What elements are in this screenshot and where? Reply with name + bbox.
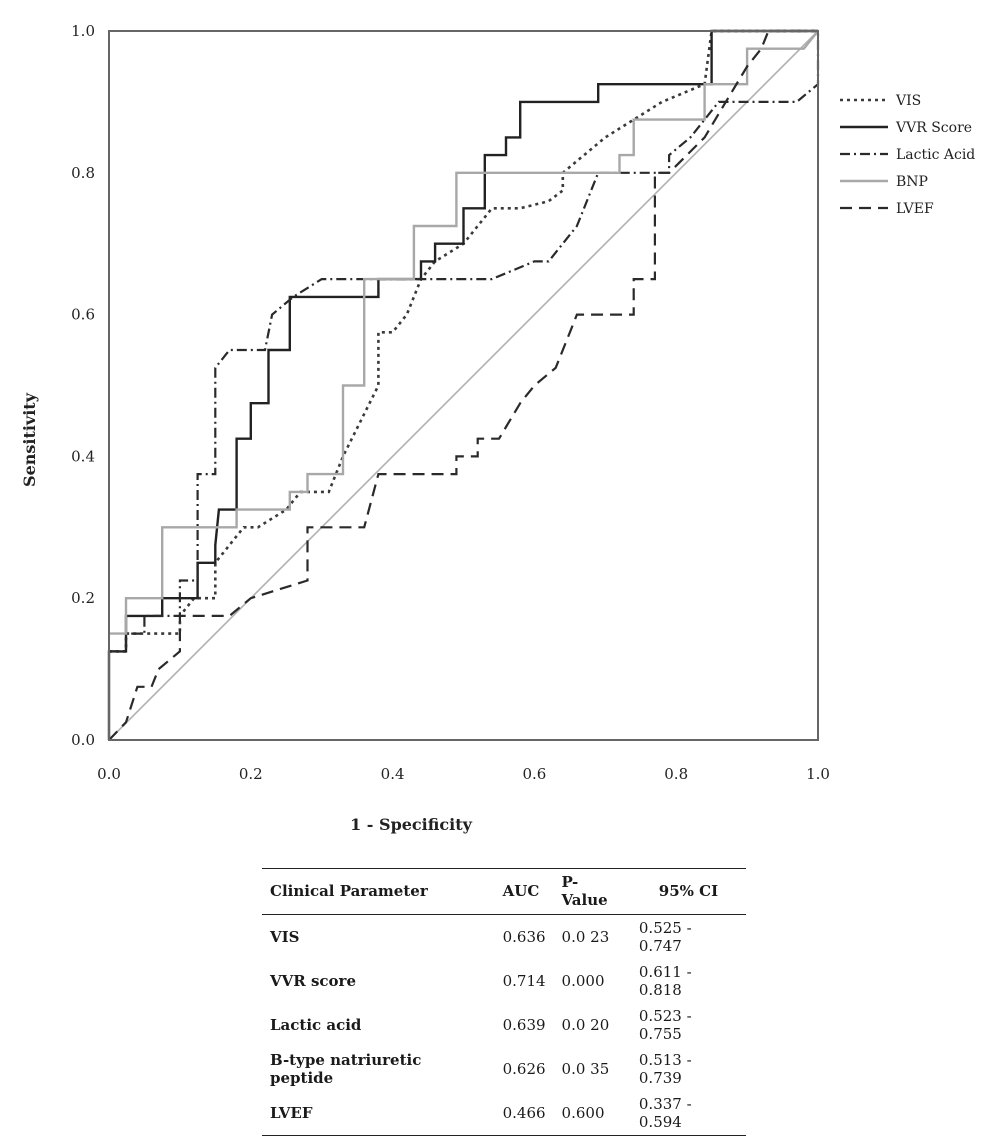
table-row: VVR score 0.714 0.000 0.611 - 0.818	[262, 959, 746, 1003]
y-tick-label: 0.2	[71, 589, 95, 607]
legend-label: LVEF	[896, 201, 934, 217]
reference-diagonal-layer	[108, 30, 819, 741]
series-line-vis	[109, 29, 818, 653]
param-cell: Lactic acid	[270, 1016, 362, 1034]
ci-cell: 0.337 - 0.594	[630, 1091, 746, 1136]
roc-chart: 0.0 0.2 0.4 0.6 0.8 1.0 0.0 0.2 0.4 0.6 0.8 1.0 1 …	[20, 22, 975, 834]
table-header-row: Clinical Parameter AUC P-Value 95% CI	[262, 868, 746, 915]
x-tick-label: 0.2	[239, 765, 263, 783]
auc-cell: 0.466	[494, 1091, 554, 1136]
x-tick-label: 0.0	[97, 765, 121, 783]
legend-label: VVR Score	[895, 120, 972, 136]
x-axis-ticks: 0.0 0.2 0.4 0.6 0.8 1.0	[97, 765, 830, 783]
param-cell: B-type natriuretic peptide	[270, 1051, 422, 1087]
plot-frame	[108, 30, 819, 741]
legend-label: BNP	[896, 174, 928, 190]
series-line-lactic-acid	[109, 31, 820, 653]
table-row: Lactic acid 0.639 0.0 20 0.523 - 0.755	[262, 1003, 746, 1047]
roc-curves-layer	[107, 29, 820, 741]
x-tick-label: 0.8	[664, 765, 688, 783]
header-clinical-parameter: Clinical Parameter	[262, 868, 495, 915]
y-tick-label: 1.0	[71, 22, 95, 40]
auc-table: Clinical Parameter AUC P-Value 95% CI VI…	[262, 868, 746, 1136]
param-cell: LVEF	[262, 1091, 495, 1136]
p-value-cell: 0.000	[561, 972, 605, 990]
legend: VIS VVR Score Lactic Acid BNP LVEF	[840, 93, 975, 217]
y-tick-label: 0.8	[71, 164, 95, 182]
reference-diagonal-line	[108, 30, 819, 741]
ci-cell: 0.513 - 0.739	[638, 1051, 692, 1087]
y-tick-label: 0.0	[71, 731, 95, 749]
p-value-cell: 0.600	[553, 1091, 631, 1136]
p-value-cell: 0.0 23	[561, 928, 610, 946]
auc-cell: 0.639	[502, 1016, 546, 1034]
table-row: VIS 0.636 0.0 23 0.525 - 0.747	[262, 915, 746, 960]
table-row: B-type natriuretic peptide 0.626 0.0 35 …	[262, 1047, 746, 1091]
param-cell: VIS	[270, 928, 300, 946]
series-line-lvef	[108, 29, 818, 741]
y-tick-label: 0.6	[71, 306, 95, 324]
y-axis-ticks: 0.0 0.2 0.4 0.6 0.8 1.0	[71, 22, 95, 749]
param-cell: VVR score	[270, 972, 356, 990]
p-value-cell: 0.0 35	[561, 1060, 610, 1078]
auc-cell: 0.636	[502, 928, 546, 946]
legend-label: Lactic Acid	[896, 147, 975, 163]
x-axis-label: 1 - Specificity	[350, 815, 473, 834]
ci-cell: 0.525 - 0.747	[638, 919, 692, 955]
legend-label: VIS	[895, 93, 921, 109]
auc-cell: 0.714	[502, 972, 546, 990]
x-tick-label: 0.4	[381, 765, 405, 783]
y-tick-label: 0.4	[71, 447, 95, 465]
x-tick-label: 1.0	[806, 765, 830, 783]
series-line-bnp	[109, 30, 819, 635]
header-p-value: P-Value	[553, 868, 631, 915]
y-axis-label: Sensitivity	[20, 392, 39, 487]
header-auc: AUC	[494, 868, 554, 915]
table-row: LVEF 0.466 0.600 0.337 - 0.594	[262, 1091, 746, 1136]
x-tick-label: 0.6	[522, 765, 546, 783]
auc-cell: 0.626	[502, 1060, 546, 1078]
ci-cell: 0.523 - 0.755	[638, 1007, 692, 1043]
series-line-vvr-score	[107, 29, 818, 740]
ci-cell: 0.611 - 0.818	[638, 963, 692, 999]
p-value-cell: 0.0 20	[561, 1016, 610, 1034]
header-95-ci: 95% CI	[630, 868, 746, 915]
